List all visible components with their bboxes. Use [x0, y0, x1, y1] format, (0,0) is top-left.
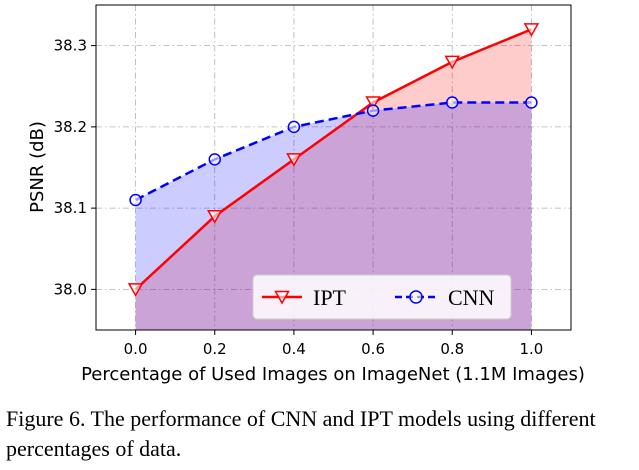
legend-marker-cnn: [409, 290, 423, 304]
data-point-cnn: [208, 153, 221, 166]
x-tick-label: 0.6: [361, 340, 385, 358]
legend-label-ipt: IPT: [313, 285, 347, 310]
x-axis-label: Percentage of Used Images on ImageNet (1…: [81, 364, 585, 385]
y-axis-ticks: 38.0 38.1 38.2 38.3: [54, 37, 96, 298]
data-point-cnn: [525, 96, 538, 109]
y-tick-label: 38.1: [54, 199, 87, 217]
y-axis-label: PSNR (dB): [27, 121, 48, 213]
data-point-cnn: [129, 193, 142, 207]
x-tick-label: 0.8: [440, 340, 464, 358]
figure-caption: Figure 6. The performance of CNN and IPT…: [6, 406, 596, 461]
y-tick-label: 38.3: [54, 37, 87, 55]
x-tick-label: 1.0: [519, 340, 543, 358]
area-fill-cnn: [135, 102, 532, 330]
y-tick-label: 38.2: [54, 118, 87, 136]
legend-label-cnn: CNN: [448, 285, 495, 310]
data-point-ipt: [206, 210, 223, 224]
chart: 0.0 0.2 0.4 0.6 0.8 1.0 38.0 38.1 38.2 38.3 Perc…: [27, 4, 585, 385]
legend-marker-ipt: [274, 290, 290, 305]
data-point-ipt: [365, 96, 381, 111]
series-markers: [127, 23, 540, 297]
data-point-cnn: [287, 120, 301, 134]
legend: IPT CNN: [252, 274, 512, 320]
series-line-ipt: [134, 28, 532, 291]
x-tick-label: 0.4: [282, 340, 306, 358]
series-lines: [134, 28, 532, 291]
data-point-ipt: [286, 153, 302, 167]
data-point-ipt: [523, 23, 540, 37]
data-point-ipt: [127, 283, 144, 297]
data-point-cnn: [366, 104, 380, 117]
x-tick-label: 0.2: [203, 340, 227, 358]
plot-frame: [95, 4, 572, 331]
y-tick-label: 38.0: [54, 280, 87, 298]
x-axis-ticks: 0.0 0.2 0.4 0.6 0.8 1.0: [124, 330, 543, 358]
series-line-cnn: [135, 101, 532, 202]
data-point-ipt: [444, 55, 461, 70]
data-point-cnn: [446, 96, 459, 109]
legend-box: [252, 274, 512, 320]
x-tick-label: 0.0: [124, 340, 148, 358]
